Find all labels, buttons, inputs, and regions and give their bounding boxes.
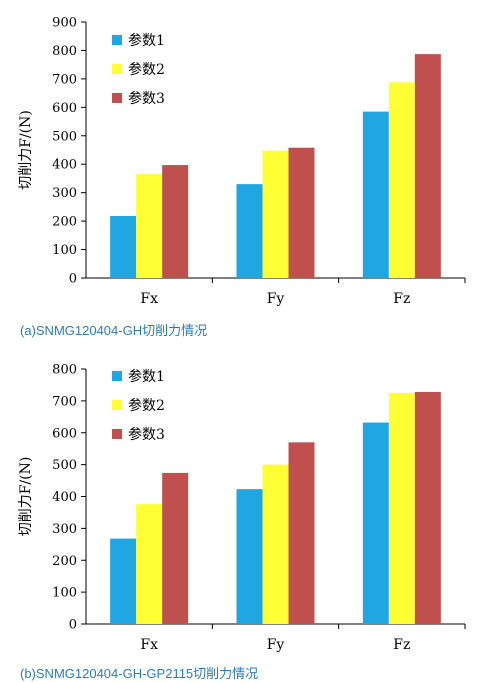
- bar-fz-series-2: [388, 392, 415, 624]
- y-tick-label: 900: [52, 16, 77, 31]
- y-tick-label: 700: [52, 72, 77, 87]
- y-tick-label: 500: [52, 129, 77, 144]
- y-tick-label: 100: [52, 243, 77, 258]
- legend-label: 参数3: [128, 90, 165, 107]
- y-tick-label: 300: [52, 522, 77, 537]
- bar-fz-series-2: [388, 82, 415, 279]
- x-category-label: Fx: [140, 637, 158, 653]
- bar-fy-series-3: [288, 147, 315, 278]
- y-tick-label: 100: [52, 586, 77, 601]
- bar-chart-b: 0 100 200 300 400 500 600 700 800 切削力F/(N) Fx Fy Fz 参…: [18, 363, 466, 653]
- bar-fy-series-1: [236, 184, 263, 278]
- chart-caption-a: (a)SNMG120404-GH切削力情况: [20, 323, 208, 338]
- bar-chart-a: 0 100 200 300 400 500 600 700 800 900 切削力F/(N) Fx Fy…: [18, 16, 466, 307]
- y-tick-label: 200: [52, 554, 77, 569]
- bar-fx-series-1: [110, 215, 137, 278]
- legend-swatch-1: [112, 35, 122, 45]
- legend-swatch-3: [112, 93, 122, 103]
- y-tick-label: 500: [52, 458, 77, 473]
- legend-swatch-1: [112, 371, 122, 381]
- legend-swatch-2: [112, 400, 122, 410]
- legend-swatch-2: [112, 64, 122, 74]
- y-tick-label: 700: [52, 394, 77, 409]
- y-axis-label: 切削力F/(N): [18, 110, 34, 190]
- bar-fx-series-2: [136, 504, 163, 624]
- bar-fy-series-1: [236, 489, 263, 624]
- y-tick-label: 300: [52, 186, 77, 201]
- bar-fx-series-3: [162, 165, 189, 278]
- legend-label: 参数1: [128, 368, 165, 385]
- chart-panel-b: 0 100 200 300 400 500 600 700 800 切削力F/(N) Fx Fy Fz 参…: [0, 345, 493, 683]
- y-tick-label: 600: [52, 426, 77, 441]
- y-axis-label: 切削力F/(N): [18, 457, 34, 537]
- y-tick-label: 400: [52, 490, 77, 505]
- chart-caption-b: (b)SNMG120404-GH-GP2115切削力情况: [20, 666, 259, 681]
- bar-fz-series-1: [362, 422, 389, 624]
- y-tick-label: 0: [69, 272, 77, 287]
- bar-fz-series-3: [414, 54, 441, 278]
- bar-fz-series-1: [362, 111, 389, 278]
- legend-swatch-3: [112, 429, 122, 439]
- y-tick-label: 600: [52, 101, 77, 116]
- bar-fy-series-3: [288, 442, 315, 624]
- x-category-label: Fy: [267, 291, 285, 307]
- chart-panel-a: 0 100 200 300 400 500 600 700 800 900 切削力F/(N) Fx Fy…: [0, 0, 493, 340]
- bar-fy-series-2: [262, 464, 289, 624]
- y-tick-label: 800: [52, 363, 77, 378]
- x-category-label: Fz: [393, 291, 410, 307]
- bar-fx-series-3: [162, 472, 189, 624]
- bar-fx-series-1: [110, 538, 137, 624]
- y-tick-label: 200: [52, 215, 77, 230]
- bar-fy-series-2: [262, 150, 289, 278]
- x-category-label: Fy: [267, 637, 285, 653]
- legend-label: 参数3: [128, 426, 165, 443]
- y-tick-label: 400: [52, 158, 77, 173]
- legend-label: 参数2: [128, 397, 165, 414]
- y-tick-label: 800: [52, 44, 77, 59]
- bar-fx-series-2: [136, 174, 163, 278]
- legend-label: 参数2: [128, 61, 165, 78]
- bar-fz-series-3: [414, 391, 441, 624]
- y-tick-label: 0: [69, 618, 77, 633]
- legend-label: 参数1: [128, 32, 165, 49]
- x-category-label: Fz: [393, 637, 410, 653]
- x-category-label: Fx: [140, 291, 158, 307]
